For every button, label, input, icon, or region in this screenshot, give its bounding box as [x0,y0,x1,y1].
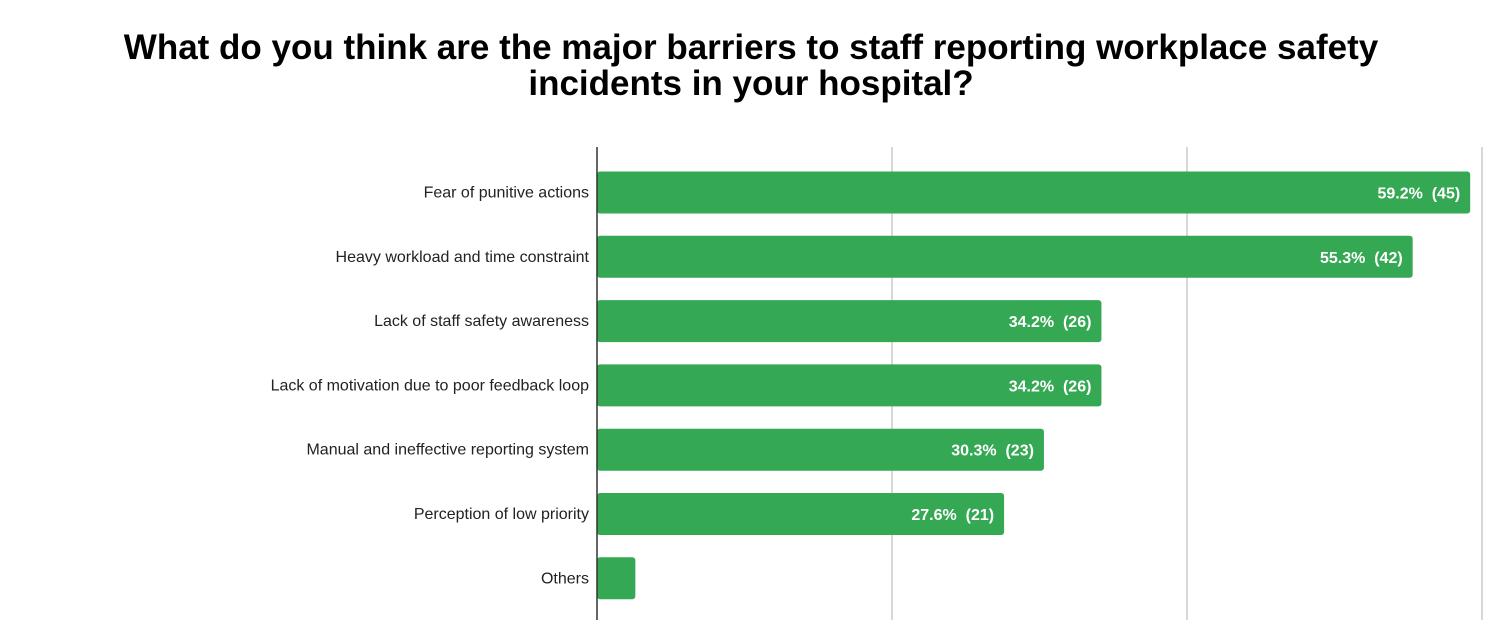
data-label: 30.3% (23) [951,443,1034,460]
category-label: Manual and ineffective reporting system [306,442,589,459]
bar [597,171,1471,214]
category-label: Others [541,570,589,587]
bar [597,493,1005,535]
category-label: Perception of low priority [414,506,589,523]
category-label: Lack of motivation due to poor feedback … [271,377,590,394]
category-label: Fear of punitive actions [424,185,589,202]
bar [597,428,1044,471]
chart-title-line-2: incidents in your hospital? [528,64,974,103]
chart-title-line-1: What do you think are the major barriers… [123,28,1379,67]
data-label: 55.3% (42) [1320,250,1403,267]
data-label: 34.2% (26) [1009,314,1092,331]
data-label: 34.2% (26) [1009,378,1092,395]
bar [597,235,1413,278]
category-label: Lack of staff safety awareness [374,313,589,330]
bar [597,557,636,600]
bar [597,300,1102,343]
data-label: 27.6% (21) [911,507,994,524]
category-label: Heavy workload and time constraint [336,249,590,266]
chart-title: What do you think are the major barriers… [0,30,1512,102]
data-label: 59.2% (45) [1377,186,1460,203]
bar [597,364,1102,407]
